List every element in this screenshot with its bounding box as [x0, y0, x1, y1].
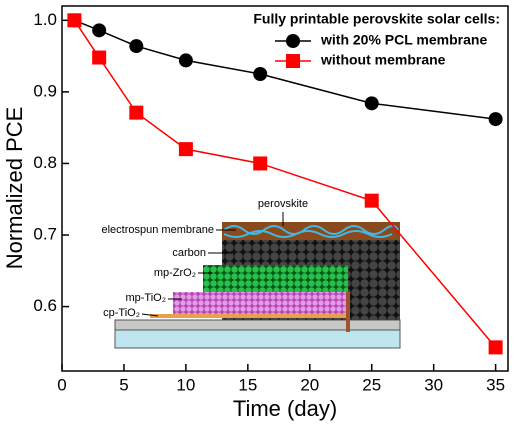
y-tick-label: 0.9	[33, 81, 57, 100]
marker	[129, 39, 144, 54]
marker	[178, 142, 193, 157]
zro2-layer	[203, 265, 348, 292]
x-tick-label: 20	[300, 375, 319, 394]
inset-label: cp-TiO₂	[103, 307, 140, 319]
legend-title: Fully printable perovskite solar cells:	[253, 11, 500, 27]
marker	[92, 50, 107, 65]
legend-marker	[286, 54, 300, 68]
marker	[253, 66, 268, 81]
contact	[346, 292, 350, 332]
x-tick-label: 5	[119, 375, 128, 394]
inset-label: electrospun membrane	[101, 224, 214, 236]
x-tick-label: 35	[486, 375, 505, 394]
y-axis-title: Normalized PCE	[2, 107, 27, 270]
marker	[364, 193, 379, 208]
marker	[67, 13, 82, 28]
y-tick-label: 0.8	[33, 153, 57, 172]
y-tick-label: 1.0	[33, 10, 57, 29]
inset-label: carbon	[172, 247, 206, 259]
inset-label: mp-ZrO₂	[154, 267, 196, 279]
cp-tio2-layer	[150, 314, 348, 318]
marker	[253, 156, 268, 171]
legend-label: with 20% PCL membrane	[320, 32, 487, 48]
marker	[92, 23, 107, 38]
y-tick-label: 0.6	[33, 296, 57, 315]
x-tick-label: 10	[176, 375, 195, 394]
marker	[364, 96, 379, 111]
x-tick-label: 25	[362, 375, 381, 394]
fibers	[223, 225, 399, 238]
x-tick-label: 0	[57, 375, 66, 394]
inset-label: mp-TiO₂	[125, 292, 166, 304]
x-tick-label: 30	[424, 375, 443, 394]
x-tick-label: 15	[238, 375, 257, 394]
y-tick-label: 0.7	[33, 225, 57, 244]
x-axis-title: Time (day)	[233, 396, 337, 421]
inset-label: perovskite	[258, 198, 308, 210]
plot-frame	[61, 5, 509, 372]
arrows	[141, 212, 284, 317]
legend-label: without membrane	[320, 52, 446, 68]
marker	[488, 112, 503, 127]
marker	[488, 340, 503, 355]
legend-marker	[286, 34, 300, 48]
fto	[114, 319, 401, 331]
inset-diagram: perovskite electrospun membrane carbon m…	[101, 198, 401, 349]
marker	[178, 53, 193, 68]
tio2-layer	[173, 292, 348, 314]
marker	[129, 105, 144, 120]
